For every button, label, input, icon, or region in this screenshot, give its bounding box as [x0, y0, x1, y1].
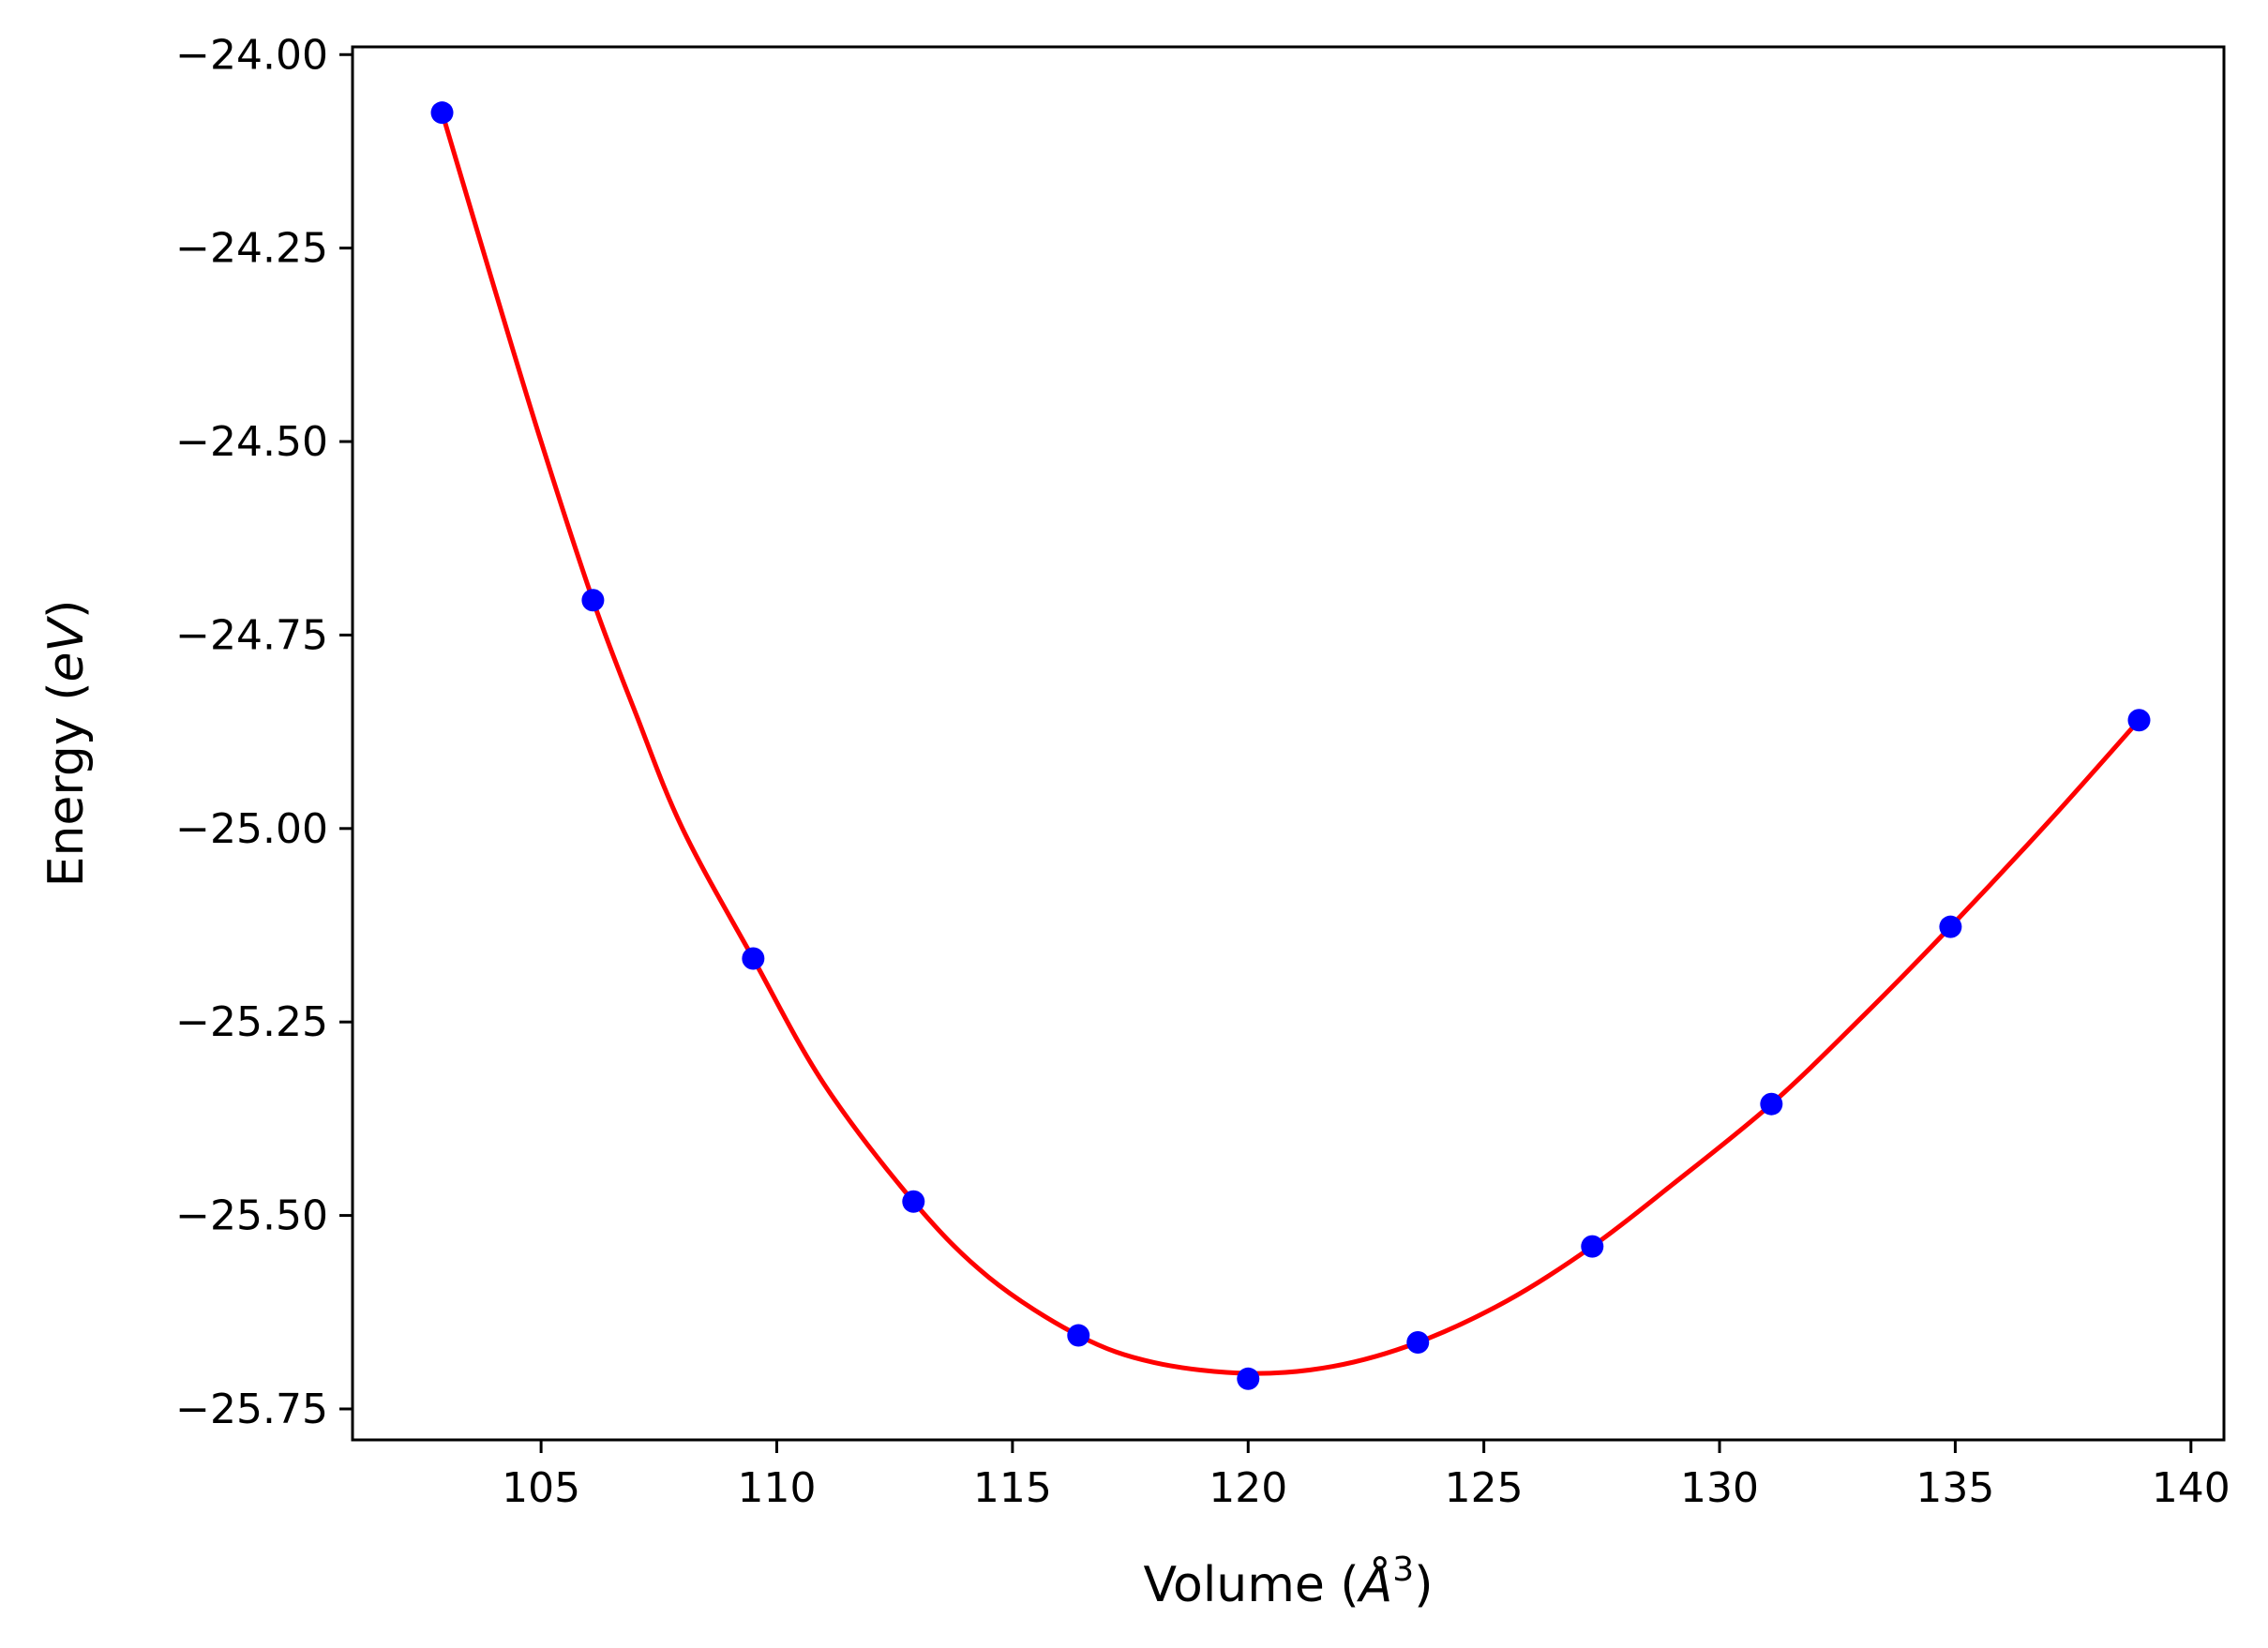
- plot-frame: [351, 45, 2226, 1442]
- x-tick-label: 105: [502, 1464, 580, 1512]
- data-points-layer: [430, 101, 2151, 1390]
- data-point: [1581, 1235, 1604, 1258]
- data-point: [1406, 1330, 1430, 1354]
- y-axis-label: Energy (eV): [38, 600, 95, 888]
- data-point: [1237, 1367, 1260, 1390]
- x-tick-label: 120: [1209, 1464, 1287, 1512]
- axis-ticks: 105 110 115 120 125 130 135 140 −24.00 −24.25 −24.…: [175, 31, 2230, 1512]
- data-point: [2127, 709, 2151, 732]
- x-tick-label: 135: [1915, 1464, 1994, 1512]
- fit-curve-line: [440, 112, 2141, 1376]
- data-point: [902, 1190, 925, 1213]
- data-point: [1760, 1092, 1783, 1116]
- x-tick-label: 140: [2152, 1464, 2230, 1512]
- y-tick-label: −25.75: [175, 1386, 328, 1433]
- y-tick-label: −24.50: [175, 418, 328, 466]
- x-axis-label: Volume (Å3): [1144, 1551, 1434, 1613]
- x-tick-label: 115: [973, 1464, 1052, 1512]
- y-tick-label: −25.25: [175, 998, 328, 1046]
- y-tick-label: −24.75: [175, 611, 328, 659]
- x-tick-label: 130: [1680, 1464, 1759, 1512]
- x-tick-label: 110: [738, 1464, 817, 1512]
- data-point: [1939, 915, 1962, 938]
- data-point: [581, 589, 605, 612]
- y-tick-label: −24.00: [175, 31, 328, 79]
- x-tick-label: 125: [1445, 1464, 1524, 1512]
- y-tick-label: −24.25: [175, 225, 328, 273]
- data-point: [742, 947, 765, 970]
- data-point: [430, 101, 454, 125]
- y-tick-label: −25.50: [175, 1192, 328, 1240]
- y-tick-label: −25.00: [175, 805, 328, 853]
- data-point: [1067, 1324, 1090, 1347]
- fit-curve-layer: [440, 112, 2141, 1376]
